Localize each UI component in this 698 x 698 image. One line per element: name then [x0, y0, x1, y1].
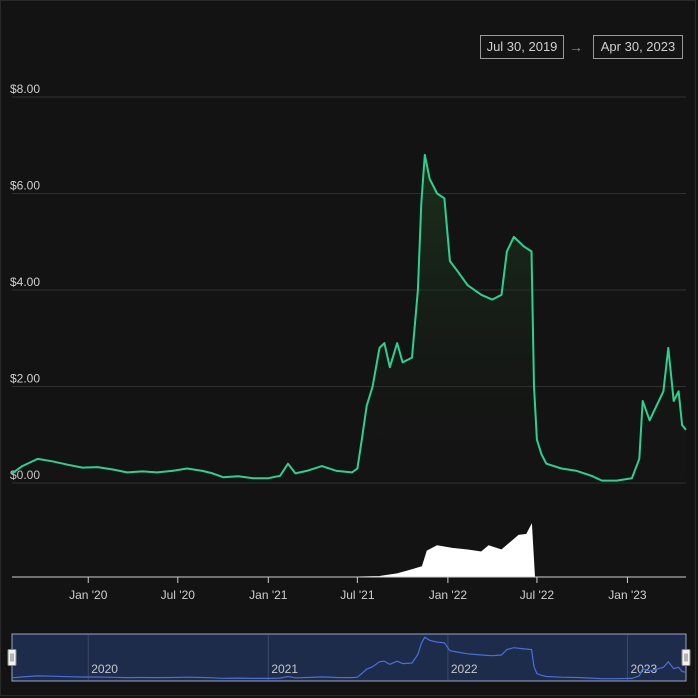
range-start-input[interactable]: Jul 30, 2019: [480, 35, 564, 59]
range-arrow: →: [569, 39, 583, 55]
range-end-input[interactable]: Apr 30, 2023: [593, 35, 683, 59]
